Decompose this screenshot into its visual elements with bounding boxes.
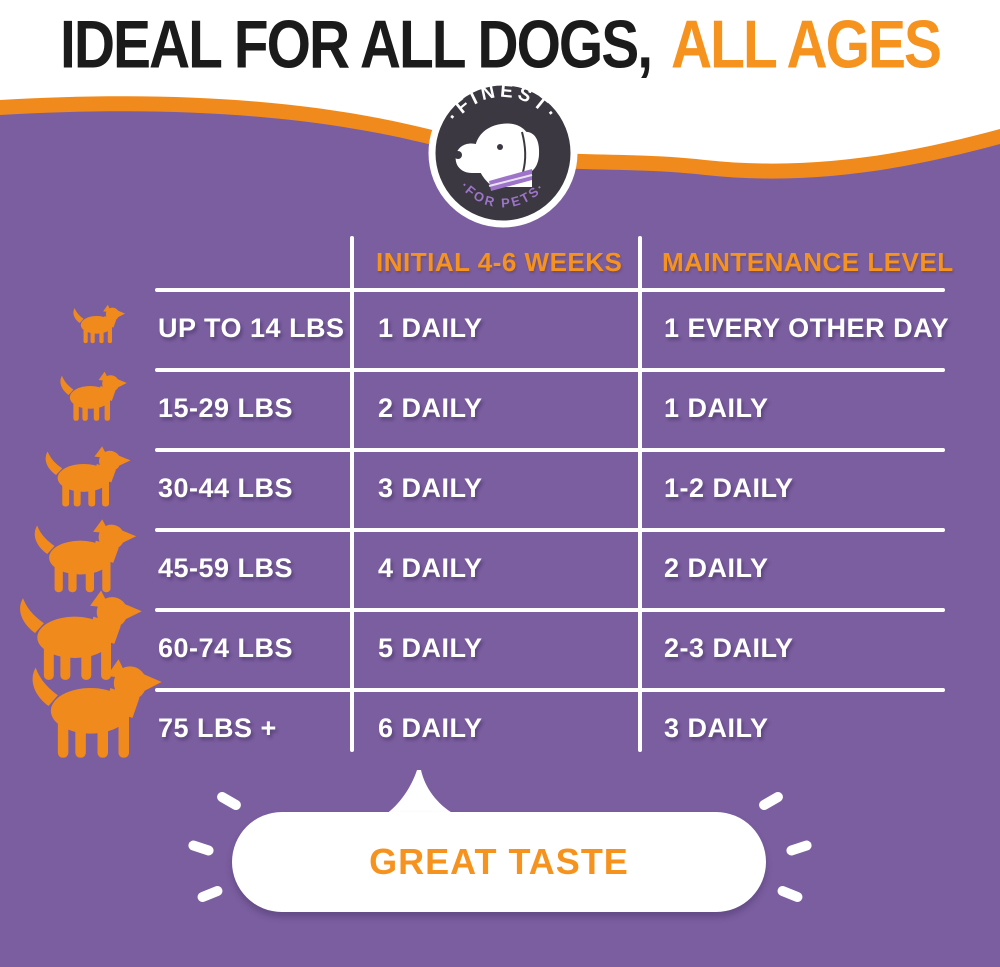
dog-xsmall-icon — [70, 302, 126, 344]
page-title: IDEAL FOR ALL DOGS, ALL AGES — [0, 6, 1000, 84]
table-divider — [155, 688, 945, 692]
column-header-initial: INITIAL 4-6 WEEKS — [376, 247, 623, 277]
initial-dose-value: 5 DAILY — [378, 633, 483, 663]
initial-dose-value: 1 DAILY — [378, 313, 483, 343]
logo-dog-icon — [454, 123, 540, 191]
table-divider — [155, 368, 945, 372]
table-divider — [155, 448, 945, 452]
headline-accent: ALL AGES — [670, 7, 942, 83]
brand-logo: ·FINEST· ·FOR PETS· — [428, 78, 578, 228]
great-taste-label: GREAT TASTE — [369, 841, 629, 882]
weight-label: 45-59 LBS — [158, 553, 294, 583]
weight-label: 75 LBS + — [158, 713, 277, 743]
maintenance-dose-value: 1 EVERY OTHER DAY — [664, 313, 950, 343]
maintenance-dose-value: 3 DAILY — [664, 713, 769, 743]
maintenance-dose-value: 2 DAILY — [664, 553, 769, 583]
weight-label: UP TO 14 LBS — [158, 313, 345, 343]
headline-black: IDEAL FOR ALL DOGS, — [59, 7, 653, 83]
table-divider — [638, 236, 642, 752]
column-header-maintenance: MAINTENANCE LEVEL — [662, 247, 954, 277]
table-divider — [350, 236, 354, 752]
speech-bubble: GREAT TASTE — [232, 812, 766, 912]
dog-small-icon — [56, 368, 128, 422]
initial-dose-value: 3 DAILY — [378, 473, 483, 503]
weight-label: 15-29 LBS — [158, 393, 294, 423]
table-divider — [155, 288, 945, 292]
initial-dose-value: 2 DAILY — [378, 393, 483, 423]
table-divider — [155, 528, 945, 532]
dog-xxlarge-icon — [24, 652, 164, 760]
weight-label: 30-44 LBS — [158, 473, 294, 503]
initial-dose-value: 6 DAILY — [378, 713, 483, 743]
weight-label: 60-74 LBS — [158, 633, 294, 663]
maintenance-dose-value: 1-2 DAILY — [664, 473, 794, 503]
maintenance-dose-value: 1 DAILY — [664, 393, 769, 423]
initial-dose-value: 4 DAILY — [378, 553, 483, 583]
table-divider — [155, 608, 945, 612]
dog-large-icon — [28, 514, 138, 594]
maintenance-dose-value: 2-3 DAILY — [664, 633, 794, 663]
bubble-tail — [386, 770, 454, 814]
dog-medium-icon — [40, 442, 132, 508]
